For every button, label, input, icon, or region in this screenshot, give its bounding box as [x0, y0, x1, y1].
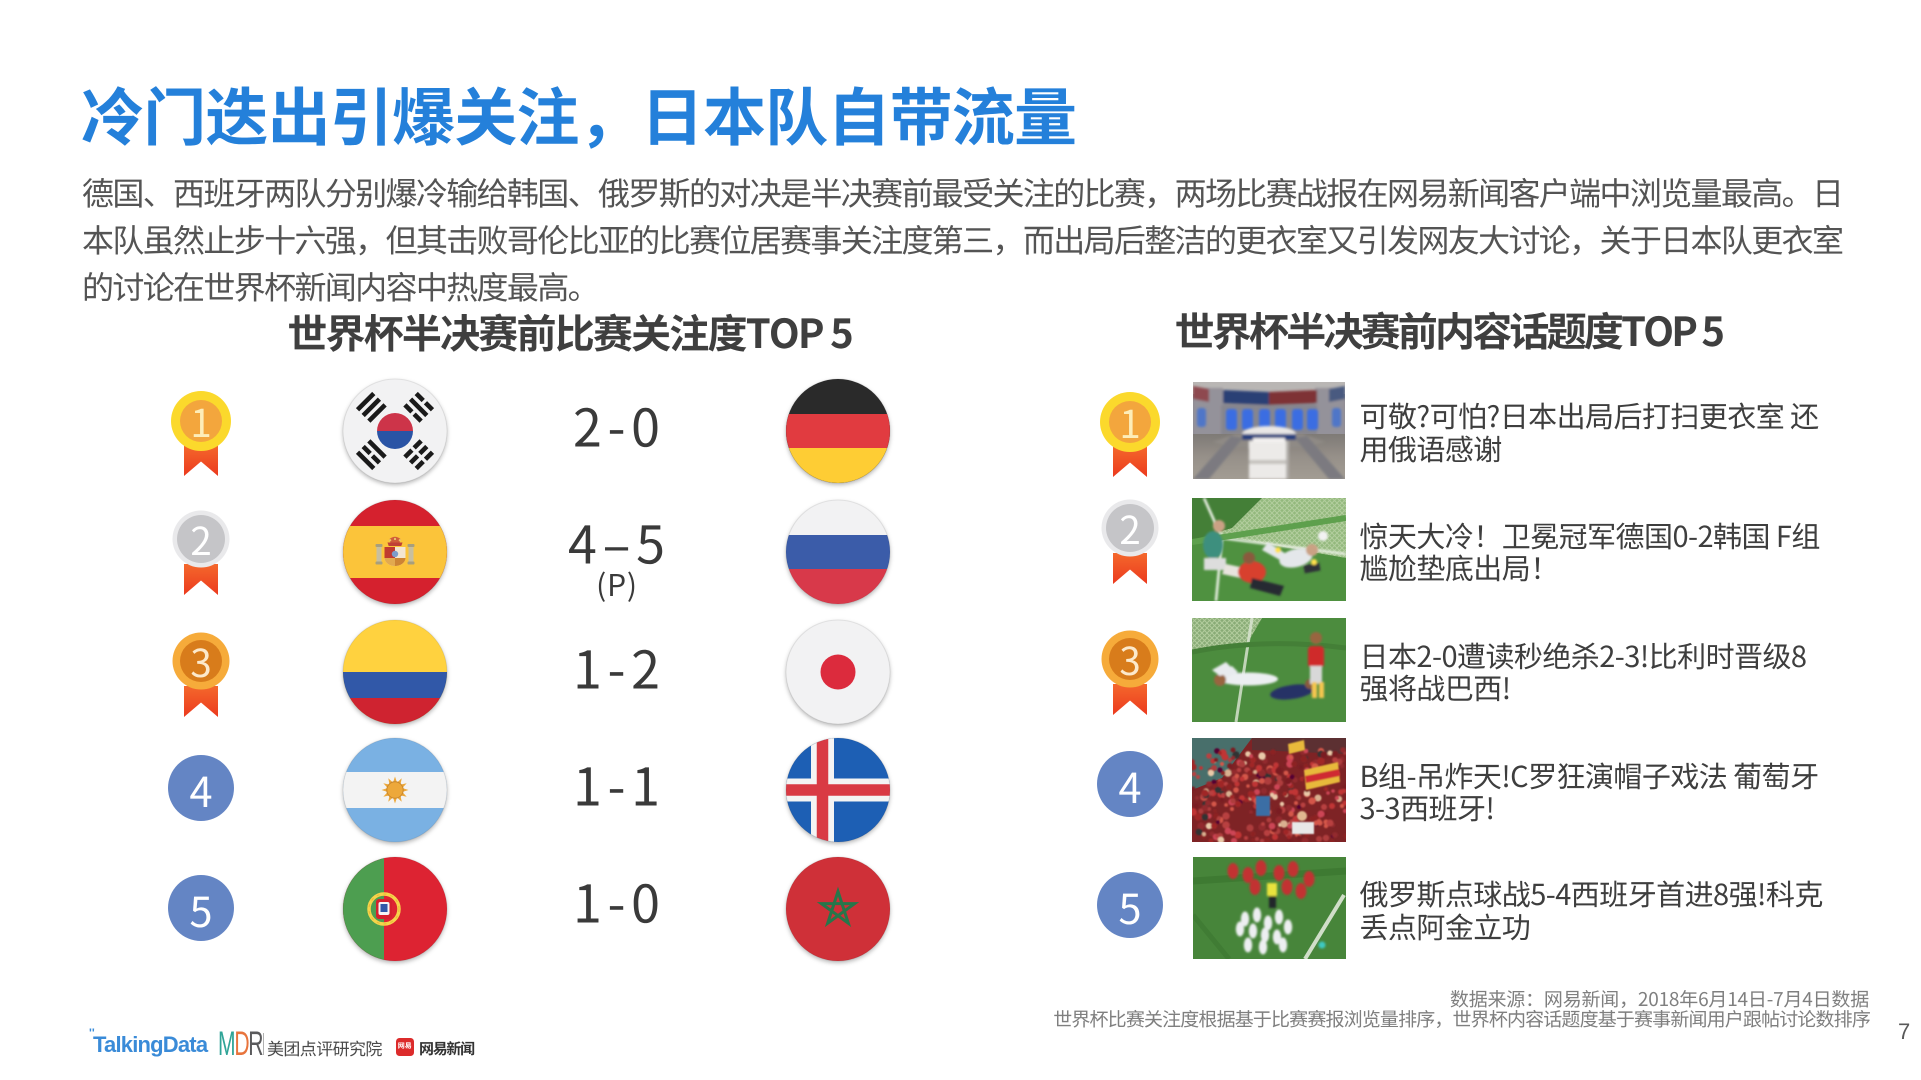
- svg-text:5: 5: [189, 879, 212, 939]
- svg-text:1: 1: [1119, 394, 1140, 450]
- svg-text:4: 4: [1118, 755, 1141, 815]
- svg-text:2: 2: [190, 511, 211, 567]
- svg-text:3: 3: [1119, 631, 1140, 687]
- svg-text:3: 3: [190, 633, 211, 689]
- svg-text:1: 1: [190, 393, 211, 449]
- svg-text:5: 5: [1118, 876, 1141, 936]
- svg-text:4: 4: [189, 759, 212, 819]
- svg-text:2: 2: [1119, 500, 1140, 556]
